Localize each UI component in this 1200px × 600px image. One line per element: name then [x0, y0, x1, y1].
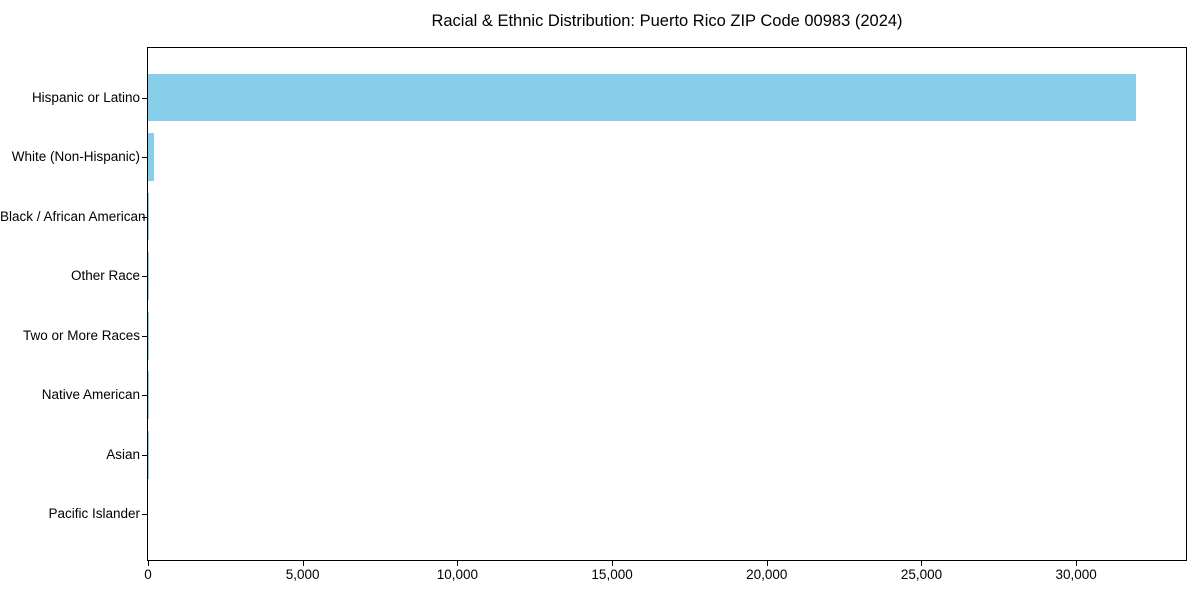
x-tick-label-5-000: 5,000: [285, 567, 320, 582]
y-axis-label-other-race: Other Race: [70, 268, 140, 284]
x-tick-label-25-000: 25,000: [900, 567, 943, 582]
y-tick-mark: [142, 97, 147, 99]
plot-area: [147, 47, 1187, 561]
y-axis-label-asian: Asian: [106, 446, 140, 462]
y-axis-label-native-american: Native American: [41, 387, 140, 403]
bar-two-or-more-races: [148, 311, 149, 360]
x-tick-label-0: 0: [144, 567, 152, 582]
y-tick-mark: [142, 335, 147, 337]
x-tick-label-30-000: 30,000: [1055, 567, 1097, 582]
x-tick-mark: [302, 561, 304, 566]
bar-other-race: [148, 252, 150, 300]
y-axis-label-two-or-more-races: Two or More Races: [22, 327, 140, 343]
x-tick-mark: [612, 561, 614, 566]
x-tick-label-20-000: 20,000: [746, 567, 788, 582]
y-axis-label-white-non-hispanic: White (Non-Hispanic): [11, 149, 140, 165]
y-tick-mark: [142, 514, 147, 516]
y-axis-label-hispanic-or-latino: Hispanic or Latino: [31, 89, 140, 105]
bar-black-african-american: [148, 192, 150, 241]
x-tick-mark: [921, 561, 923, 566]
x-tick-mark: [148, 561, 149, 566]
x-tick-mark: [1076, 561, 1078, 566]
y-tick-mark: [142, 454, 147, 456]
bar-hispanic-or-latino: [148, 73, 1137, 122]
y-tick-mark: [142, 157, 147, 159]
chart-title: Racial & Ethnic Distribution: Puerto Ric…: [431, 12, 903, 30]
y-tick-mark: [142, 216, 147, 218]
y-axis-label-black-african-american: Black / African American: [0, 208, 146, 224]
x-tick-mark: [457, 561, 459, 566]
x-tick-mark: [766, 561, 768, 566]
bar-white-non-hispanic: [148, 133, 155, 181]
y-tick-mark: [142, 276, 147, 278]
x-tick-label-15-000: 15,000: [591, 567, 633, 582]
x-tick-label-10-000: 10,000: [436, 567, 479, 582]
y-axis-label-pacific-islander: Pacific Islander: [48, 506, 140, 522]
y-tick-mark: [142, 395, 147, 397]
